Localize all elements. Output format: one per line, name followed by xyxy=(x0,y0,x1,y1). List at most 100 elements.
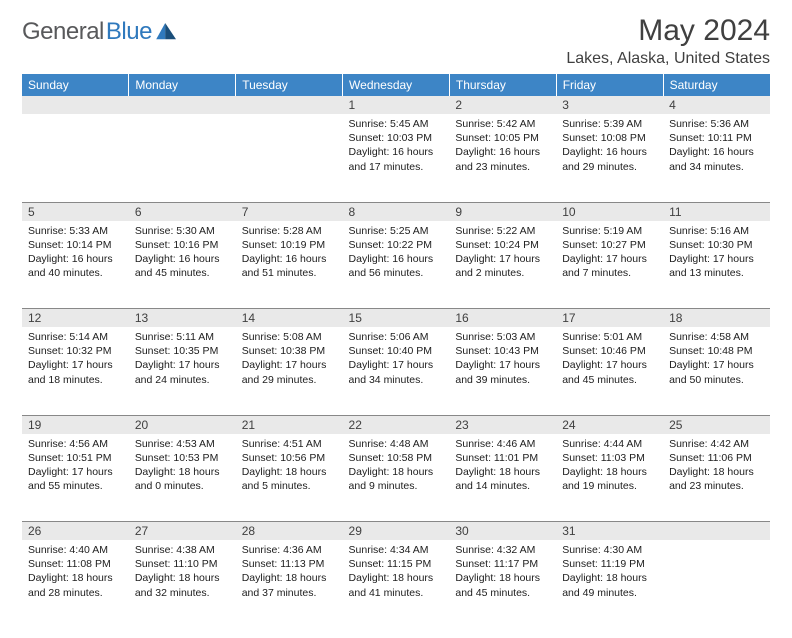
day-number: 5 xyxy=(22,202,129,221)
day-number xyxy=(129,96,236,114)
day-number: 25 xyxy=(663,415,770,434)
day-cell: Sunrise: 4:40 AMSunset: 11:08 PMDaylight… xyxy=(22,540,129,628)
day-details: Sunrise: 5:06 AMSunset: 10:40 PMDaylight… xyxy=(343,327,450,391)
day-number: 8 xyxy=(343,202,450,221)
day-details: Sunrise: 5:16 AMSunset: 10:30 PMDaylight… xyxy=(663,221,770,285)
day-details xyxy=(22,114,129,121)
daynum-row: 19202122232425 xyxy=(22,415,770,434)
week-row: Sunrise: 4:40 AMSunset: 11:08 PMDaylight… xyxy=(22,540,770,628)
logo-text-general: General xyxy=(22,18,104,46)
day-details: Sunrise: 5:14 AMSunset: 10:32 PMDaylight… xyxy=(22,327,129,391)
day-number: 27 xyxy=(129,522,236,541)
day-details: Sunrise: 4:44 AMSunset: 11:03 PMDaylight… xyxy=(556,434,663,498)
day-details: Sunrise: 4:58 AMSunset: 10:48 PMDaylight… xyxy=(663,327,770,391)
week-row: Sunrise: 4:56 AMSunset: 10:51 PMDaylight… xyxy=(22,434,770,522)
daynum-row: 262728293031 xyxy=(22,522,770,541)
day-details: Sunrise: 4:32 AMSunset: 11:17 PMDaylight… xyxy=(449,540,556,604)
day-cell: Sunrise: 4:53 AMSunset: 10:53 PMDaylight… xyxy=(129,434,236,522)
day-number: 6 xyxy=(129,202,236,221)
day-cell: Sunrise: 5:36 AMSunset: 10:11 PMDaylight… xyxy=(663,114,770,202)
day-cell: Sunrise: 5:16 AMSunset: 10:30 PMDaylight… xyxy=(663,221,770,309)
logo-text-blue: Blue xyxy=(106,18,152,46)
day-number: 4 xyxy=(663,96,770,114)
day-cell xyxy=(236,114,343,202)
day-number: 9 xyxy=(449,202,556,221)
weekday-header: Friday xyxy=(556,74,663,96)
calendar-header: Sunday Monday Tuesday Wednesday Thursday… xyxy=(22,74,770,96)
day-number: 14 xyxy=(236,309,343,328)
weekday-header: Sunday xyxy=(22,74,129,96)
day-details: Sunrise: 5:28 AMSunset: 10:19 PMDaylight… xyxy=(236,221,343,285)
day-cell: Sunrise: 5:22 AMSunset: 10:24 PMDaylight… xyxy=(449,221,556,309)
day-cell: Sunrise: 4:48 AMSunset: 10:58 PMDaylight… xyxy=(343,434,450,522)
day-details: Sunrise: 4:42 AMSunset: 11:06 PMDaylight… xyxy=(663,434,770,498)
day-cell: Sunrise: 4:38 AMSunset: 11:10 PMDaylight… xyxy=(129,540,236,628)
calendar-table: Sunday Monday Tuesday Wednesday Thursday… xyxy=(22,74,770,628)
page: GeneralBlue May 2024 Lakes, Alaska, Unit… xyxy=(0,0,792,638)
day-number: 31 xyxy=(556,522,663,541)
day-details: Sunrise: 4:40 AMSunset: 11:08 PMDaylight… xyxy=(22,540,129,604)
day-cell: Sunrise: 5:08 AMSunset: 10:38 PMDaylight… xyxy=(236,327,343,415)
day-number: 30 xyxy=(449,522,556,541)
daynum-row: 567891011 xyxy=(22,202,770,221)
day-number: 12 xyxy=(22,309,129,328)
day-number: 1 xyxy=(343,96,450,114)
day-cell: Sunrise: 5:06 AMSunset: 10:40 PMDaylight… xyxy=(343,327,450,415)
day-details: Sunrise: 5:36 AMSunset: 10:11 PMDaylight… xyxy=(663,114,770,178)
day-details: Sunrise: 5:19 AMSunset: 10:27 PMDaylight… xyxy=(556,221,663,285)
day-cell: Sunrise: 4:32 AMSunset: 11:17 PMDaylight… xyxy=(449,540,556,628)
day-cell: Sunrise: 5:01 AMSunset: 10:46 PMDaylight… xyxy=(556,327,663,415)
day-cell: Sunrise: 5:25 AMSunset: 10:22 PMDaylight… xyxy=(343,221,450,309)
day-cell xyxy=(663,540,770,628)
day-cell: Sunrise: 4:34 AMSunset: 11:15 PMDaylight… xyxy=(343,540,450,628)
weekday-header: Thursday xyxy=(449,74,556,96)
week-row: Sunrise: 5:14 AMSunset: 10:32 PMDaylight… xyxy=(22,327,770,415)
day-cell: Sunrise: 5:11 AMSunset: 10:35 PMDaylight… xyxy=(129,327,236,415)
topbar: GeneralBlue May 2024 Lakes, Alaska, Unit… xyxy=(22,14,770,68)
day-cell: Sunrise: 5:39 AMSunset: 10:08 PMDaylight… xyxy=(556,114,663,202)
logo-mark-icon xyxy=(156,23,178,41)
day-cell: Sunrise: 4:36 AMSunset: 11:13 PMDaylight… xyxy=(236,540,343,628)
day-details xyxy=(663,540,770,547)
day-number: 17 xyxy=(556,309,663,328)
weekday-header: Saturday xyxy=(663,74,770,96)
day-details: Sunrise: 5:01 AMSunset: 10:46 PMDaylight… xyxy=(556,327,663,391)
day-cell: Sunrise: 4:30 AMSunset: 11:19 PMDaylight… xyxy=(556,540,663,628)
day-details: Sunrise: 4:34 AMSunset: 11:15 PMDaylight… xyxy=(343,540,450,604)
day-details: Sunrise: 4:46 AMSunset: 11:01 PMDaylight… xyxy=(449,434,556,498)
day-number: 24 xyxy=(556,415,663,434)
calendar-body: 1234Sunrise: 5:45 AMSunset: 10:03 PMDayl… xyxy=(22,96,770,628)
day-cell: Sunrise: 5:30 AMSunset: 10:16 PMDaylight… xyxy=(129,221,236,309)
day-details: Sunrise: 5:42 AMSunset: 10:05 PMDaylight… xyxy=(449,114,556,178)
day-cell: Sunrise: 4:42 AMSunset: 11:06 PMDaylight… xyxy=(663,434,770,522)
day-number: 29 xyxy=(343,522,450,541)
day-details: Sunrise: 5:08 AMSunset: 10:38 PMDaylight… xyxy=(236,327,343,391)
location-text: Lakes, Alaska, United States xyxy=(566,50,770,68)
title-block: May 2024 Lakes, Alaska, United States xyxy=(566,14,770,68)
day-number: 26 xyxy=(22,522,129,541)
day-number: 23 xyxy=(449,415,556,434)
day-number: 16 xyxy=(449,309,556,328)
week-row: Sunrise: 5:33 AMSunset: 10:14 PMDaylight… xyxy=(22,221,770,309)
day-cell: Sunrise: 5:19 AMSunset: 10:27 PMDaylight… xyxy=(556,221,663,309)
day-details xyxy=(236,114,343,121)
day-details: Sunrise: 5:39 AMSunset: 10:08 PMDaylight… xyxy=(556,114,663,178)
weekday-header: Monday xyxy=(129,74,236,96)
day-details: Sunrise: 4:53 AMSunset: 10:53 PMDaylight… xyxy=(129,434,236,498)
day-cell: Sunrise: 5:28 AMSunset: 10:19 PMDaylight… xyxy=(236,221,343,309)
weekday-header: Tuesday xyxy=(236,74,343,96)
day-cell: Sunrise: 4:44 AMSunset: 11:03 PMDaylight… xyxy=(556,434,663,522)
day-details: Sunrise: 5:45 AMSunset: 10:03 PMDaylight… xyxy=(343,114,450,178)
day-cell: Sunrise: 4:56 AMSunset: 10:51 PMDaylight… xyxy=(22,434,129,522)
day-details: Sunrise: 5:11 AMSunset: 10:35 PMDaylight… xyxy=(129,327,236,391)
day-number: 22 xyxy=(343,415,450,434)
day-details xyxy=(129,114,236,121)
month-title: May 2024 xyxy=(566,14,770,48)
day-cell xyxy=(22,114,129,202)
day-details: Sunrise: 4:36 AMSunset: 11:13 PMDaylight… xyxy=(236,540,343,604)
daynum-row: 1234 xyxy=(22,96,770,114)
day-number: 11 xyxy=(663,202,770,221)
day-details: Sunrise: 4:48 AMSunset: 10:58 PMDaylight… xyxy=(343,434,450,498)
day-number: 19 xyxy=(22,415,129,434)
day-cell: Sunrise: 5:42 AMSunset: 10:05 PMDaylight… xyxy=(449,114,556,202)
